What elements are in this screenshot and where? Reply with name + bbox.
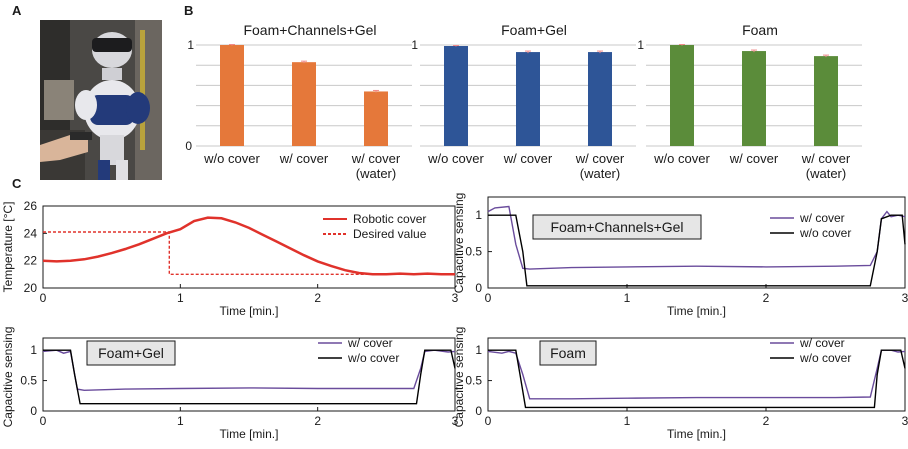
annotation-label: Foam+Gel — [98, 345, 164, 361]
x-tick-label: 1 — [624, 291, 631, 305]
category-label: w/ cover — [351, 151, 401, 166]
y-tick-label: 0 — [30, 404, 37, 418]
category-label: w/ cover — [801, 151, 851, 166]
legend-label: w/o cover — [799, 226, 851, 240]
legend-label: w/ cover — [799, 336, 845, 350]
legend-label: w/o cover — [347, 351, 399, 365]
y-axis-label: Capacitive sensing — [452, 327, 466, 428]
annotation-box — [532, 214, 702, 240]
y-tick-label: 1 — [30, 343, 37, 357]
annotation-label: Foam — [550, 345, 586, 361]
x-tick-label: 3 — [452, 414, 459, 428]
y-tick-label: 24 — [24, 226, 38, 240]
x-tick-label: 1 — [624, 414, 631, 428]
category-label: w/o cover — [203, 151, 260, 166]
y-tick-label: 0.5 — [465, 374, 482, 388]
x-tick-label: 3 — [902, 291, 908, 305]
series-line — [488, 214, 906, 287]
x-tick-label: 2 — [763, 414, 770, 428]
bar — [292, 62, 316, 146]
x-tick-label: 2 — [314, 414, 321, 428]
x-tick-label: 3 — [452, 291, 459, 305]
robot-photo — [40, 20, 162, 180]
category-label: w/o cover — [653, 151, 710, 166]
legend-label: w/ cover — [799, 211, 845, 225]
plot-frame — [42, 337, 456, 412]
y-axis-label: Temperature [°C] — [1, 202, 15, 293]
y-tick-label: 1 — [475, 208, 482, 222]
y-axis-label: Capacitive sensing — [1, 327, 15, 428]
panel-label-c: C — [12, 176, 22, 191]
robot-photo-icon — [40, 20, 162, 180]
category-label: w/o cover — [427, 151, 484, 166]
series-line — [487, 205, 906, 270]
x-axis-label: Time [min.] — [667, 304, 726, 318]
bar — [814, 56, 838, 146]
legend-label: w/o cover — [799, 351, 851, 365]
y-tick-label: 0.5 — [465, 245, 482, 259]
y-tick-label: 1 — [475, 343, 482, 357]
x-axis-label: Time [min.] — [667, 427, 726, 441]
category-label: w/ cover — [279, 151, 329, 166]
y-tick-label: 0 — [475, 404, 482, 418]
bar — [220, 45, 244, 146]
bar — [670, 45, 694, 146]
series-line — [488, 349, 906, 409]
x-tick-label: 2 — [763, 291, 770, 305]
y-tick-label: 1 — [637, 38, 644, 52]
legend-label: Desired value — [353, 227, 427, 241]
series-line — [43, 349, 456, 405]
category-label: w/ cover — [575, 151, 625, 166]
category-label: w/ cover — [503, 151, 553, 166]
bar — [516, 52, 540, 146]
y-tick-label: 0 — [475, 281, 482, 295]
x-axis-label: Time [min.] — [220, 427, 279, 441]
y-tick-label: 0.5 — [20, 374, 37, 388]
bar-chart-title: Foam — [742, 22, 778, 38]
y-tick-label: 20 — [24, 281, 38, 295]
annotation-label: Foam+Channels+Gel — [550, 219, 683, 235]
bar — [444, 46, 468, 147]
y-tick-label: 26 — [24, 199, 38, 213]
category-label: w/ cover — [729, 151, 779, 166]
series-line — [42, 216, 455, 276]
legend-label: Robotic cover — [353, 212, 426, 226]
x-tick-label: 0 — [485, 414, 492, 428]
bar — [588, 52, 612, 146]
legend-label: w/ cover — [347, 336, 393, 350]
y-tick-label: 0 — [185, 139, 192, 153]
panel-label-b: B — [184, 3, 194, 18]
bar-chart-title: Foam+Gel — [501, 22, 567, 38]
x-tick-label: 1 — [177, 414, 184, 428]
x-tick-label: 2 — [314, 291, 321, 305]
x-tick-label: 3 — [902, 414, 908, 428]
annotation-box — [539, 340, 597, 366]
plot-frame — [487, 337, 906, 412]
panel-label-a: A — [12, 3, 22, 18]
y-tick-label: 1 — [411, 38, 418, 52]
category-label: (water) — [806, 166, 846, 181]
bar-chart-title: Foam+Channels+Gel — [243, 22, 376, 38]
bar — [742, 51, 766, 147]
x-tick-label: 0 — [40, 414, 47, 428]
x-tick-label: 0 — [485, 291, 492, 305]
y-tick-label: 1 — [187, 38, 194, 52]
y-tick-label: 22 — [24, 254, 38, 268]
bar — [364, 91, 388, 146]
series-line — [42, 349, 456, 392]
x-tick-label: 0 — [40, 291, 47, 305]
x-tick-label: 1 — [177, 291, 184, 305]
y-axis-label: Capacitive sensing — [452, 193, 466, 294]
x-axis-label: Time [min.] — [220, 304, 279, 318]
category-label: (water) — [356, 166, 396, 181]
annotation-box — [86, 340, 176, 366]
category-label: (water) — [580, 166, 620, 181]
series-line — [43, 231, 380, 275]
plot-frame — [42, 205, 456, 289]
